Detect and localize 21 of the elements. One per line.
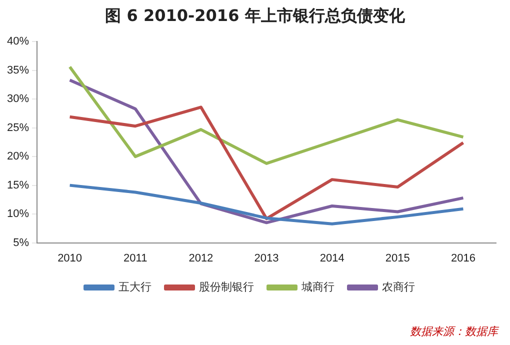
- y-tick-label: 35%: [6, 64, 30, 76]
- chart-title: 图 6 2010-2016 年上市银行总负债变化: [104, 6, 406, 27]
- legend-label: 股份制银行: [199, 280, 254, 294]
- legend-label: 农商行: [382, 280, 415, 294]
- x-tick-label: 2011: [124, 252, 148, 264]
- y-tick-label: 20%: [6, 150, 30, 163]
- y-tick-label: 30%: [6, 93, 30, 106]
- x-tick-label: 2013: [254, 252, 279, 264]
- y-tick-label: 25%: [6, 122, 30, 134]
- x-tick-label: 2016: [450, 252, 476, 264]
- source-note: 数据来源：数据库: [410, 324, 498, 339]
- x-tick-label: 2015: [385, 252, 410, 264]
- y-tick-label: 40%: [6, 36, 30, 48]
- x-tick-label: 2012: [188, 252, 214, 264]
- x-tick-label: 2014: [320, 252, 344, 264]
- y-tick-label: 5%: [13, 236, 30, 249]
- y-tick-label: 10%: [6, 208, 30, 220]
- x-tick-label: 2010: [58, 252, 82, 264]
- y-tick-label: 15%: [6, 179, 30, 192]
- legend-label: 五大行: [118, 280, 152, 294]
- legend-label: 城商行: [300, 280, 334, 294]
